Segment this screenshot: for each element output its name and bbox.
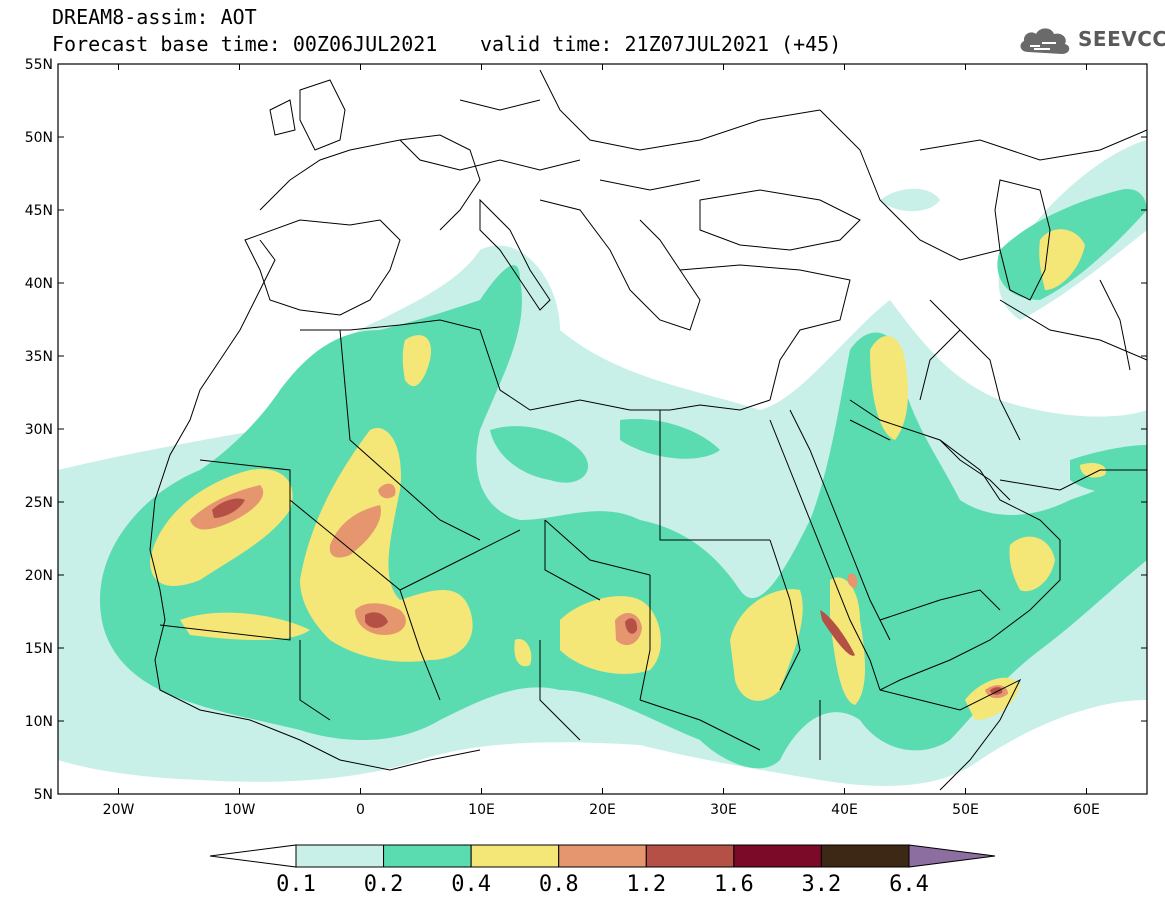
lon-tick-label: 0: [356, 802, 365, 818]
colorbar-level-label: 0.4: [451, 872, 491, 897]
lon-tick-label: 30E: [710, 802, 737, 818]
colorbar: 0.1 0.2 0.4 0.8 1.2 1.6 3.2 6.4: [209, 844, 996, 897]
colorbar-box: [733, 844, 822, 868]
colorbar-level-label: 6.4: [889, 872, 929, 897]
lon-tick-label: 20W: [103, 802, 135, 818]
lat-tick-label: 55N: [25, 57, 53, 73]
lat-tick-label: 15N: [25, 641, 53, 657]
logo-text: SEEVCCC: [1078, 27, 1165, 51]
lon-tick-label: 40E: [831, 802, 858, 818]
valid-time: valid time: 21Z07JUL2021 (+45): [480, 32, 842, 56]
colorbar-level-label: 3.2: [802, 872, 842, 897]
seevccc-logo: SEEVCCC: [1016, 24, 1165, 58]
lat-tick-label: 40N: [25, 276, 53, 292]
figure-title: DREAM8-assim: AOT: [52, 5, 257, 29]
colorbar-level-label: 0.8: [539, 872, 579, 897]
lon-tick-label: 50E: [952, 802, 979, 818]
lat-tick-label: 25N: [25, 495, 53, 511]
lat-tick-label: 35N: [25, 349, 53, 365]
colorbar-level-label: 0.1: [276, 872, 316, 897]
colorbar-box: [820, 844, 910, 868]
lon-tick-label: 60E: [1073, 802, 1100, 818]
lon-tick-label: 20E: [589, 802, 616, 818]
lat-tick-label: 20N: [25, 568, 53, 584]
latitude-axis: 55N 50N 45N 40N 35N 30N 25N 20N 15N 10N 5N: [25, 57, 1147, 803]
longitude-axis: 20W 10W 0 10E 20E 30E 40E 50E 60E: [103, 64, 1100, 818]
colorbar-box: [470, 844, 560, 868]
lon-tick-label: 10E: [468, 802, 495, 818]
colorbar-level-label: 0.2: [364, 872, 404, 897]
colorbar-box: [645, 844, 735, 868]
colorbar-box: [383, 844, 472, 868]
colorbar-level-label: 1.2: [626, 872, 666, 897]
lat-tick-label: 30N: [25, 422, 53, 438]
lat-tick-label: 5N: [34, 787, 53, 803]
coastlines-borders: [149, 69, 1147, 791]
lat-tick-label: 45N: [25, 203, 53, 219]
colorbar-level-label: 1.6: [714, 872, 754, 897]
colorbar-under-triangle: [209, 844, 297, 868]
colorbar-over-triangle: [908, 844, 996, 868]
forecast-base-time: Forecast base time: 00Z06JUL2021: [52, 32, 438, 56]
cloud-icon: [1020, 28, 1070, 54]
lon-tick-label: 10W: [224, 802, 256, 818]
lat-tick-label: 10N: [25, 714, 53, 730]
colorbar-box: [295, 844, 385, 868]
colorbar-box: [558, 844, 647, 868]
lat-tick-label: 50N: [25, 130, 53, 146]
aot-shading: [58, 140, 1147, 786]
